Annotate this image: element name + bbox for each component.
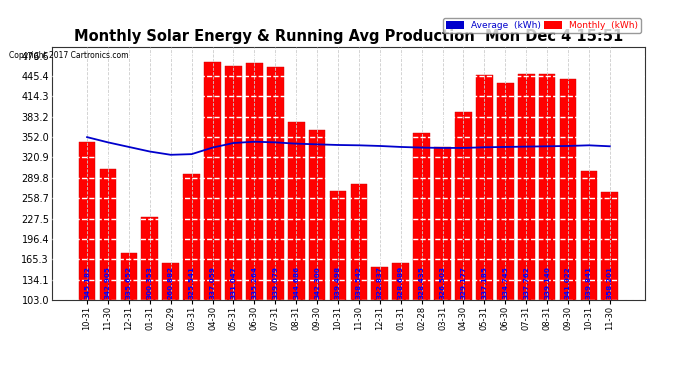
Text: 337.762: 337.762 bbox=[523, 266, 529, 299]
Legend: Average  (kWh), Monthly  (kWh): Average (kWh), Monthly (kWh) bbox=[443, 18, 640, 33]
Text: 329.177: 329.177 bbox=[460, 266, 466, 299]
Text: 334.745: 334.745 bbox=[502, 266, 509, 299]
Text: 328.435: 328.435 bbox=[419, 266, 424, 299]
Text: 339.498: 339.498 bbox=[335, 266, 341, 299]
Text: 325.541: 325.541 bbox=[188, 266, 195, 299]
Bar bbox=[351, 184, 367, 368]
Bar bbox=[184, 174, 200, 368]
Text: 339.140: 339.140 bbox=[544, 266, 550, 299]
Text: 326.503: 326.503 bbox=[440, 266, 446, 299]
Text: 300.353: 300.353 bbox=[147, 266, 152, 299]
Text: 331.047: 331.047 bbox=[230, 266, 237, 299]
Bar bbox=[246, 63, 263, 368]
Bar bbox=[413, 133, 430, 368]
Bar bbox=[560, 79, 576, 368]
Text: 339.841: 339.841 bbox=[586, 266, 592, 299]
Text: 338.542: 338.542 bbox=[356, 266, 362, 299]
Bar bbox=[99, 169, 117, 368]
Bar bbox=[330, 191, 346, 368]
Text: 345.182: 345.182 bbox=[84, 266, 90, 299]
Bar bbox=[225, 66, 241, 368]
Bar bbox=[455, 112, 472, 368]
Text: 322.837: 322.837 bbox=[377, 266, 383, 299]
Text: 337.059: 337.059 bbox=[210, 266, 215, 299]
Bar bbox=[393, 263, 409, 368]
Bar bbox=[371, 267, 388, 368]
Bar bbox=[141, 217, 158, 368]
Bar bbox=[602, 192, 618, 368]
Text: 344.686: 344.686 bbox=[293, 266, 299, 299]
Bar bbox=[267, 67, 284, 368]
Bar bbox=[288, 122, 304, 368]
Text: 342.905: 342.905 bbox=[105, 266, 111, 299]
Bar bbox=[497, 83, 513, 368]
Title: Monthly Solar Energy & Running Avg Production  Mon Dec 4 15:51: Monthly Solar Energy & Running Avg Produ… bbox=[74, 29, 623, 44]
Text: 328.689: 328.689 bbox=[397, 266, 404, 299]
Bar bbox=[580, 171, 598, 368]
Bar bbox=[308, 130, 326, 368]
Bar bbox=[121, 253, 137, 368]
Text: 260.882: 260.882 bbox=[168, 266, 174, 299]
Text: Copyright 2017 Cartronics.com: Copyright 2017 Cartronics.com bbox=[9, 51, 128, 60]
Bar bbox=[539, 74, 555, 367]
Bar bbox=[79, 142, 95, 368]
Text: 341.022: 341.022 bbox=[565, 266, 571, 299]
Bar bbox=[434, 147, 451, 368]
Text: 342.300: 342.300 bbox=[314, 266, 320, 299]
Text: 339.079: 339.079 bbox=[273, 266, 278, 299]
Text: 337.185: 337.185 bbox=[482, 266, 487, 299]
Text: 358.201: 358.201 bbox=[607, 266, 613, 299]
Text: 335.264: 335.264 bbox=[251, 266, 257, 299]
Bar bbox=[518, 74, 535, 368]
Bar bbox=[162, 263, 179, 368]
Bar bbox=[204, 62, 221, 368]
Text: 335.652: 335.652 bbox=[126, 266, 132, 299]
Bar bbox=[476, 75, 493, 368]
